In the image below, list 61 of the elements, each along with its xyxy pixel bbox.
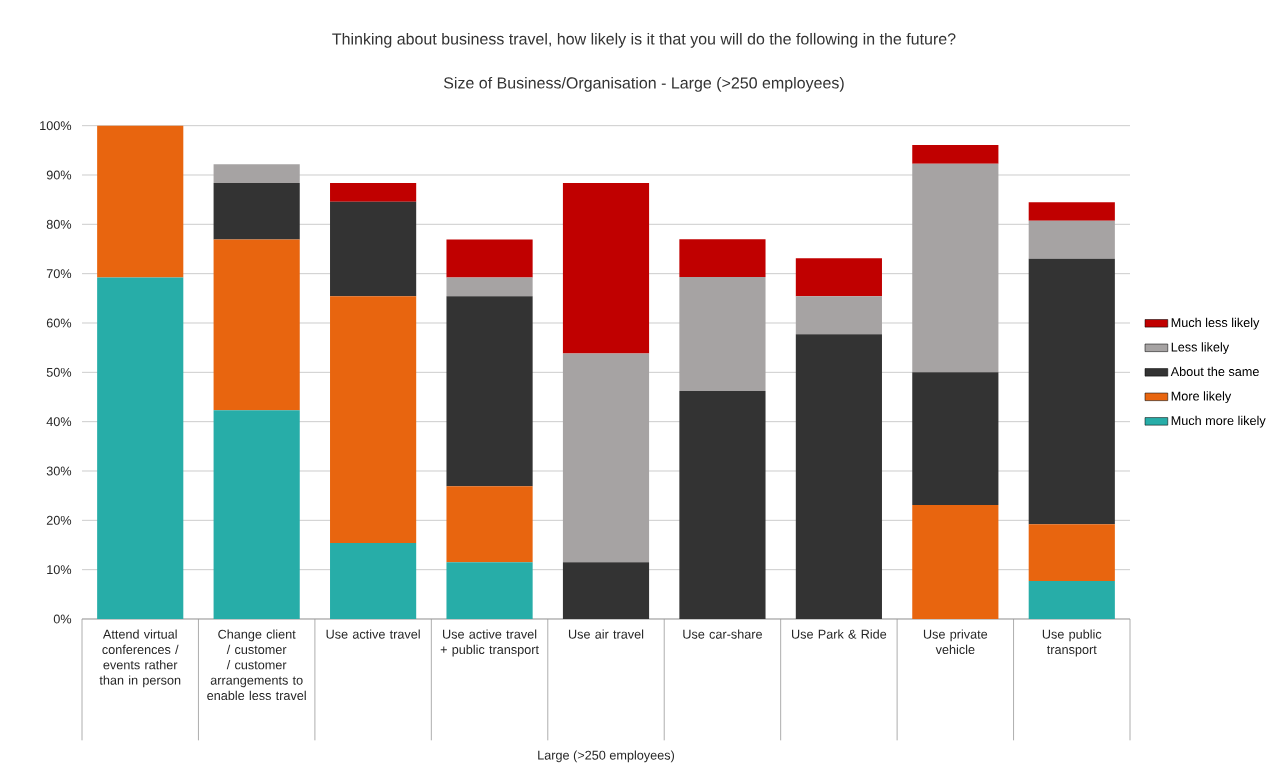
bar [795,296,882,335]
bar [912,163,999,373]
legend-label: Much more likely [1171,415,1266,428]
y-tick-label: 20% [46,515,72,525]
bar [97,125,184,278]
bar [213,410,300,619]
bar [213,182,300,240]
y-tick-label: 0% [53,614,72,624]
bar [679,277,766,392]
bar [446,486,533,563]
bar [330,543,417,619]
x-axis-title: Large (>250 employees) [538,750,675,763]
y-tick-label: 50% [46,367,72,377]
y-tick-label: 60% [46,318,72,328]
x-tick-label: Change client / customer / customer arrangements to enable less travel [207,629,306,701]
bar [213,164,300,183]
bar [1028,581,1115,619]
x-tick-label: Use private vehicle [923,629,988,655]
bar [446,296,533,487]
y-tick-label: 10% [47,565,72,575]
bar [446,239,533,278]
bar [562,353,650,563]
bar [562,562,650,619]
bar [213,239,300,411]
bar [912,372,999,506]
bar [795,258,882,297]
bar [795,334,882,619]
x-tick-label: Use air travel [568,629,644,639]
chart-title: Thinking about business travel, how likely is it that you will do the following in the future? [332,32,956,48]
legend-label: Much less likely [1171,317,1260,330]
bar [330,296,417,544]
x-tick-label: Use Park & Ride [792,629,887,639]
legend-label: About the same [1170,366,1259,377]
y-tick-label: 30% [46,466,72,476]
x-tick-label: Use car-share [683,629,762,639]
bar [1028,524,1115,582]
bar [446,562,533,619]
legend-label: Less likely [1171,342,1230,355]
y-tick-label: 100% [40,121,72,131]
bar [562,182,650,354]
x-tick-label: Use active travel + public transport [440,629,539,657]
y-tick-label: 40% [46,417,72,427]
x-tick-label: Use public transport [1042,629,1102,657]
legend-label: More likely [1171,391,1232,404]
bar [912,505,999,619]
bar [912,144,999,164]
chart-subtitle: Size of Business/Organisation - Large (>250 employees) [443,76,844,92]
bar [97,277,184,619]
bar [1028,202,1115,221]
x-tick-label: Use active travel [326,629,420,639]
bar [679,239,766,278]
x-tick-label: Attend virtual conferences / events rather than in person [99,629,181,688]
bar [330,201,417,297]
y-tick-label: 70% [46,269,72,279]
y-tick-label: 90% [46,170,72,180]
y-tick-label: 80% [46,219,72,229]
bar [330,182,417,202]
bar [1028,258,1115,525]
bar [1028,220,1115,259]
bar [446,277,533,297]
bar [679,391,766,619]
